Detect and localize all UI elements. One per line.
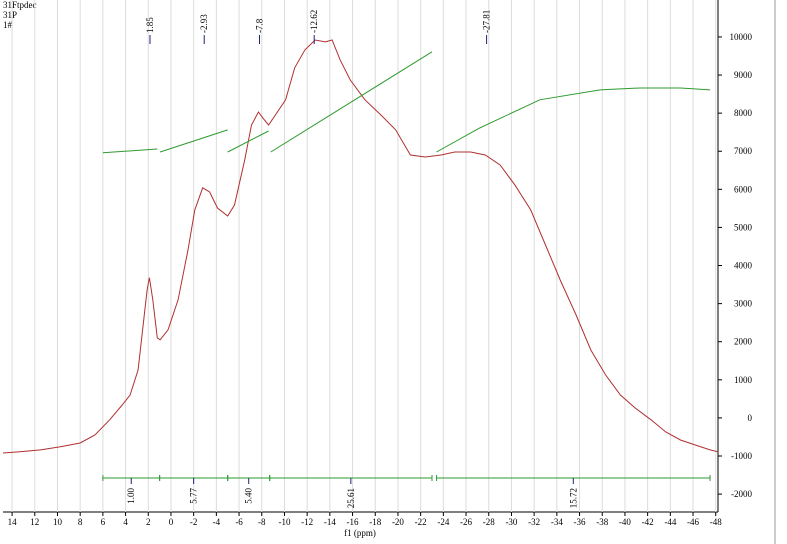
x-tick-label: -30: [505, 517, 517, 527]
x-tick-label: 4: [123, 517, 128, 527]
x-tick-label: 2: [146, 517, 151, 527]
annotation: 31P: [3, 10, 17, 20]
x-tick-label: -20: [392, 517, 404, 527]
x-tick-label: 10: [53, 517, 63, 527]
x-axis-title: f1 (ppm): [344, 528, 376, 538]
y-tick-label: 3000: [734, 299, 753, 309]
x-tick-label: -26: [460, 517, 472, 527]
y-tick-label: 2000: [734, 337, 753, 347]
x-tick-label: -4: [213, 517, 221, 527]
y-tick-label: 10000: [730, 32, 753, 42]
x-tick-label: -24: [437, 517, 449, 527]
x-tick-label: -28: [483, 517, 495, 527]
peak-label: -27.81: [482, 10, 492, 33]
y-tick-label: 8000: [734, 108, 753, 118]
peak-label: -7.8: [254, 18, 264, 33]
y-tick-label: 0: [748, 413, 753, 423]
y-tick-label: 5000: [734, 222, 753, 232]
integral-curve: [227, 130, 269, 153]
annotation: 1#: [3, 20, 13, 30]
x-tick-label: -34: [551, 517, 563, 527]
x-tick-label: -46: [687, 517, 699, 527]
annotation: 31Ftpdec: [3, 0, 37, 10]
x-tick-label: 0: [169, 517, 174, 527]
x-tick-label: -42: [642, 517, 654, 527]
x-tick-label: -36: [574, 517, 586, 527]
integral-curve: [436, 87, 711, 153]
y-tick-label: -2000: [731, 489, 752, 499]
peak-label: 1.85: [145, 17, 155, 33]
integral-curve: [270, 51, 433, 153]
y-tick-label: 4000: [734, 261, 753, 271]
integral-label: 5.40: [244, 488, 254, 504]
x-tick-label: -38: [596, 517, 608, 527]
x-tick-label: -16: [347, 517, 359, 527]
x-tick-label: -32: [528, 517, 540, 527]
x-tick-label: 8: [78, 517, 83, 527]
y-tick-label: 6000: [734, 184, 753, 194]
x-tick-label: -2: [190, 517, 198, 527]
y-tick-label: -1000: [731, 451, 752, 461]
x-tick-label: -22: [415, 517, 427, 527]
peak-label: -12.62: [309, 10, 319, 33]
peak-label: -2.93: [199, 14, 209, 33]
x-tick-label: -44: [664, 517, 676, 527]
integral-label: 1.00: [126, 488, 136, 504]
x-tick-label: -10: [278, 517, 290, 527]
integral-curve: [102, 148, 158, 154]
x-tick-label: -14: [324, 517, 336, 527]
x-tick-label: -40: [619, 517, 631, 527]
spectrum-line: [2, 39, 719, 454]
y-tick-label: 9000: [734, 70, 753, 80]
x-tick-label: -12: [301, 517, 313, 527]
integral-label: 15.72: [568, 488, 578, 508]
x-tick-label: -8: [258, 517, 266, 527]
x-tick-label: -6: [235, 517, 243, 527]
x-tick-label: 12: [30, 517, 39, 527]
x-tick-label: 14: [8, 517, 18, 527]
integral-label: 25.61: [346, 488, 356, 508]
y-tick-label: 7000: [734, 146, 753, 156]
x-tick-label: -18: [369, 517, 381, 527]
x-tick-label: -48: [710, 517, 722, 527]
integral-curve: [159, 129, 228, 153]
y-tick-label: 1000: [734, 375, 753, 385]
x-tick-label: 6: [101, 517, 106, 527]
integral-label: 5.77: [189, 488, 199, 504]
